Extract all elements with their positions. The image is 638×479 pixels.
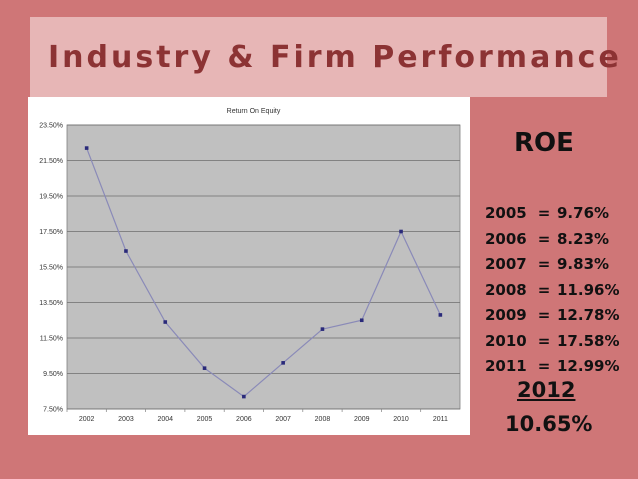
roe-row: 2005 = 9.76% xyxy=(485,201,619,227)
highlight-value: 10.65% xyxy=(505,412,593,436)
y-tick-label: 7.50% xyxy=(43,407,63,414)
y-tick-label: 19.50% xyxy=(39,194,63,201)
roe-equals: = xyxy=(537,280,551,299)
y-tick-label: 9.50% xyxy=(43,371,63,378)
roe-year: 2011 xyxy=(485,357,527,375)
roe-heading: ROE xyxy=(514,128,574,158)
x-tick-label: 2002 xyxy=(79,416,95,423)
x-tick-label: 2007 xyxy=(275,416,291,423)
roe-row: 2009 = 12.78% xyxy=(485,303,619,329)
data-point xyxy=(124,249,128,253)
roe-row: 2010 = 17.58% xyxy=(485,329,619,355)
data-point xyxy=(163,320,168,324)
roe-equals: = xyxy=(537,331,551,350)
roe-equals: = xyxy=(537,306,551,324)
roe-value: 8.23% xyxy=(557,229,610,248)
roe-year: 2007 xyxy=(485,255,527,273)
roe-value: 12.99% xyxy=(557,357,620,375)
data-point xyxy=(84,146,89,150)
x-tick-label: 2011 xyxy=(433,416,448,423)
data-point xyxy=(438,313,443,317)
roe-equals: = xyxy=(537,204,551,222)
roe-value: 9.83% xyxy=(557,255,610,273)
y-tick-label: 21.50% xyxy=(39,158,63,165)
data-point xyxy=(320,327,325,331)
data-point xyxy=(399,229,403,234)
x-tick-label: 2008 xyxy=(315,416,331,423)
roe-equals: = xyxy=(537,357,551,375)
roe-list: 2005 = 9.76% 2006 = 8.23% 2007 = 9.83% 2008 = 11… xyxy=(485,201,619,380)
roe-value: 11.96% xyxy=(557,280,620,299)
y-tick-label: 23.50% xyxy=(39,123,63,130)
highlight-year: 2012 xyxy=(517,378,576,402)
roe-row: 2008 = 11.96% xyxy=(485,278,619,304)
roe-year: 2005 xyxy=(485,204,527,222)
chart-title: Return On Equity xyxy=(227,108,281,115)
series-line xyxy=(86,147,441,398)
x-tick-label: 2010 xyxy=(393,416,409,423)
roe-year: 2009 xyxy=(485,306,527,324)
y-tick-label: 15.50% xyxy=(39,265,63,272)
x-tick-label: 2006 xyxy=(236,416,252,423)
roe-value: 17.58% xyxy=(557,331,620,350)
x-tick-label: 2003 xyxy=(118,416,134,423)
roe-value: 9.76% xyxy=(557,204,610,222)
data-point xyxy=(359,318,364,323)
roe-chart: Return On Equity 23.50% 21.50% 19.50% 17.50%… xyxy=(28,97,470,435)
roe-year: 2006 xyxy=(485,229,527,248)
y-tick-label: 17.50% xyxy=(39,229,63,236)
y-tick-label: 11.50% xyxy=(40,336,63,343)
x-tick-label: 2004 xyxy=(157,416,173,423)
roe-year: 2008 xyxy=(485,280,527,299)
x-tick-label: 2005 xyxy=(197,416,213,423)
data-point xyxy=(202,366,207,370)
roe-row: 2011 = 12.99% xyxy=(485,354,619,380)
data-point xyxy=(281,361,285,365)
roe-row: 2007 = 9.83% xyxy=(485,252,619,278)
roe-year: 2010 xyxy=(485,331,527,350)
roe-equals: = xyxy=(537,255,551,273)
title-band: Industry & Firm Performance xyxy=(30,17,619,97)
roe-row: 2006 = 8.23% xyxy=(485,227,619,253)
chart-svg: Return On Equity 23.50% 21.50% 19.50% 17.50%… xyxy=(39,108,461,423)
data-point xyxy=(242,394,246,399)
roe-equals: = xyxy=(537,229,551,248)
slide-title: Industry & Firm Performance xyxy=(48,39,622,75)
x-tick-label: 2009 xyxy=(354,416,370,423)
roe-value: 12.78% xyxy=(557,306,620,324)
y-tick-label: 13.50% xyxy=(39,300,63,307)
